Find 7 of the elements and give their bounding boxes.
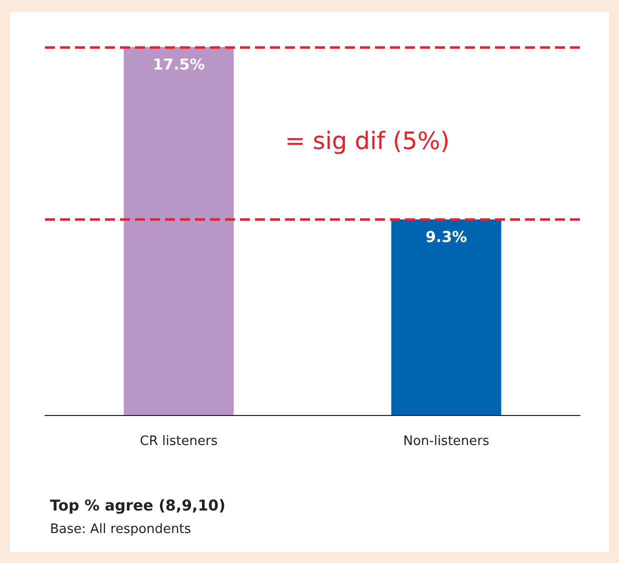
text: Top % agree (8,9,10) [50, 496, 226, 514]
data-label: 9.3% [425, 228, 468, 246]
x-tick-label: Non-listeners [403, 434, 490, 449]
x-tick-label: CR listeners [140, 434, 218, 449]
text: Base: All respondents [50, 522, 192, 537]
data-label: 17.5% [152, 56, 205, 74]
annotation: = sig dif (5%) [285, 127, 450, 155]
